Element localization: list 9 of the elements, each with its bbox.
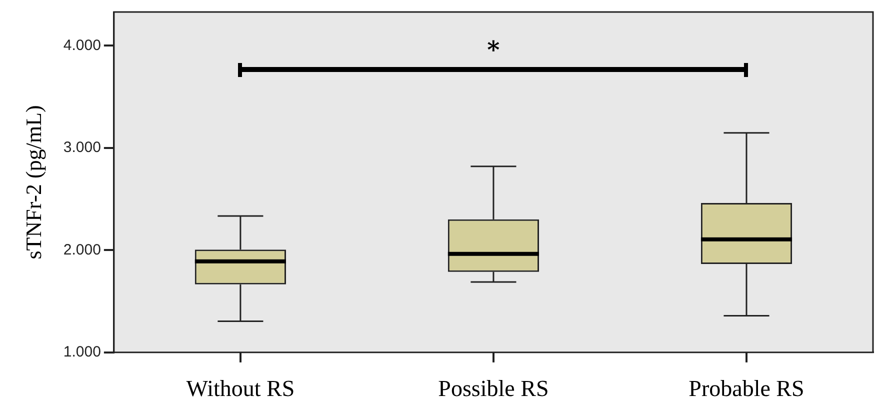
y-tick-label: 1.000 bbox=[63, 344, 101, 361]
x-tick-label: Probable RS bbox=[688, 376, 804, 402]
x-tick-label: Possible RS bbox=[438, 376, 549, 402]
y-tick-label: 4.000 bbox=[63, 36, 101, 54]
y-tick-label: 2.000 bbox=[63, 241, 101, 258]
y-axis-title: sTNFr-2 (pg/mL) bbox=[20, 105, 46, 260]
x-tick-label: Without RS bbox=[186, 376, 295, 402]
annotation: * bbox=[487, 35, 500, 64]
y-tick-label: 3.000 bbox=[63, 139, 101, 156]
